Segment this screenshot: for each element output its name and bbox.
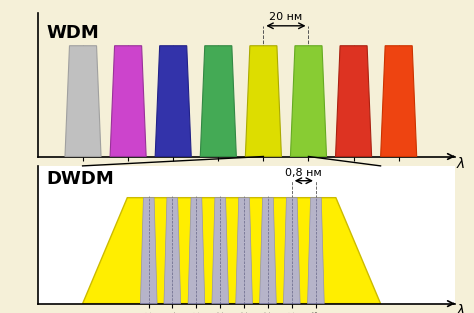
Polygon shape <box>200 46 237 156</box>
Text: 20 нм: 20 нм <box>269 13 302 23</box>
Polygon shape <box>260 198 276 304</box>
Polygon shape <box>212 198 228 304</box>
Polygon shape <box>82 198 381 304</box>
Polygon shape <box>283 198 300 304</box>
Polygon shape <box>336 46 372 156</box>
Polygon shape <box>65 46 101 156</box>
Text: λ: λ <box>456 157 465 171</box>
Text: DWDM: DWDM <box>46 170 114 188</box>
Polygon shape <box>291 46 327 156</box>
Polygon shape <box>140 198 157 304</box>
Polygon shape <box>188 198 205 304</box>
Polygon shape <box>236 198 253 304</box>
Polygon shape <box>155 46 191 156</box>
Polygon shape <box>308 198 324 304</box>
Polygon shape <box>381 46 417 156</box>
Text: WDM: WDM <box>46 24 99 42</box>
Polygon shape <box>110 46 146 156</box>
Polygon shape <box>246 46 282 156</box>
Text: λ: λ <box>456 304 465 313</box>
Text: 0,8 нм: 0,8 нм <box>285 167 322 177</box>
Polygon shape <box>164 198 181 304</box>
